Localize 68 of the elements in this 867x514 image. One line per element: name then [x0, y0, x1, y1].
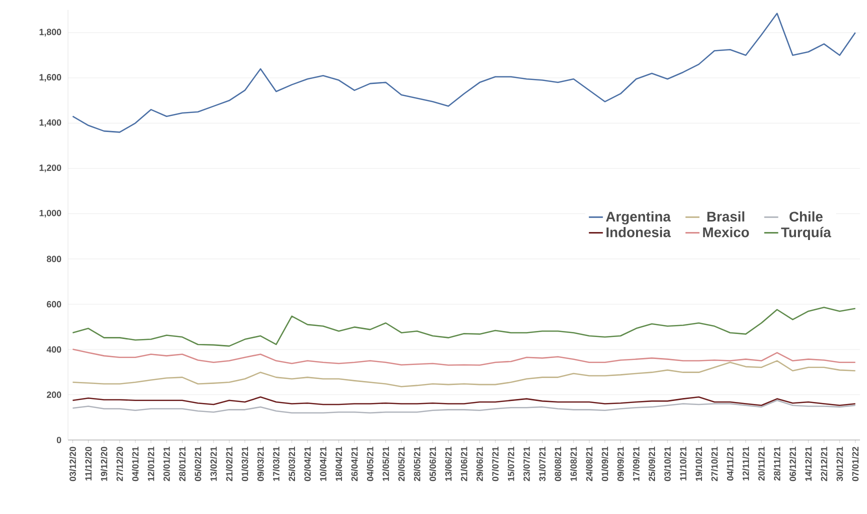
x-tick-label: 29/06/21	[476, 446, 483, 482]
legend-label: Chile	[790, 211, 823, 222]
y-tick-label: 0	[56, 436, 62, 444]
x-tick-label: 17/03/21	[272, 446, 280, 481]
x-tick-label: 04/01/21	[132, 446, 139, 482]
x-tick-label: 28/01/21	[178, 446, 186, 482]
x-tick-label: 01/09/21	[602, 446, 608, 482]
x-tick-label: 12/01/21	[148, 446, 154, 481]
x-tick-label: 31/07/21	[538, 446, 546, 482]
x-tick-label: 03/10/21	[664, 446, 671, 482]
x-tick-label: 05/06/21	[429, 446, 436, 482]
x-tick-label: 08/08/21	[554, 446, 562, 482]
x-tick-label: 28/11/21	[774, 446, 780, 481]
x-tick-label: 19/10/21	[695, 446, 702, 481]
x-tick-label: 13/02/21	[210, 446, 217, 481]
x-tick-label: 01/03/21	[242, 446, 248, 482]
x-tick-label: 25/09/21	[648, 446, 656, 482]
x-tick-label: 13/06/21	[445, 446, 452, 481]
x-tick-label: 09/03/21	[257, 446, 264, 482]
x-tick-label: 12/11/21	[742, 446, 750, 480]
x-tick-label: 20/01/21	[163, 446, 170, 482]
legend-label: Argentina	[606, 211, 671, 224]
x-tick-label: 20/05/21	[398, 446, 405, 482]
line-series	[72, 306, 856, 347]
x-tick-label: 28/05/21	[414, 446, 420, 482]
x-tick-label: 17/09/21	[632, 446, 640, 481]
x-tick-label: 14/12/21	[805, 446, 812, 481]
x-tick-label: 05/02/21	[194, 446, 202, 482]
legend-label: Turquía	[781, 226, 832, 240]
x-tick-label: 20/11/21	[758, 446, 765, 481]
y-tick-label: 600	[46, 301, 62, 308]
y-tick-label: 1,200	[40, 164, 62, 172]
y-tick-label: 200	[46, 392, 62, 398]
x-tick-label: 23/07/21	[523, 446, 530, 482]
x-tick-label: 18/04/21	[335, 446, 342, 481]
x-tick-label: 03/12/20	[69, 446, 76, 482]
y-tick-label: 800	[46, 256, 62, 262]
x-tick-label: 06/12/21	[789, 446, 796, 482]
y-tick-label: 1,000	[40, 210, 62, 218]
x-tick-label: 27/12/20	[116, 446, 123, 482]
legend-label: Mexico	[703, 226, 749, 238]
x-tick-label: 10/04/21	[320, 446, 326, 481]
x-tick-label: 16/08/21	[570, 446, 577, 481]
x-tick-label: 19/12/20	[100, 446, 108, 481]
legend-label: Indonesia	[606, 226, 671, 238]
legend-label: Brasil	[707, 211, 744, 222]
x-tick-label: 22/12/21	[820, 446, 828, 482]
x-tick-label: 02/04/21	[304, 446, 311, 482]
x-tick-label: 21/06/21	[460, 446, 468, 482]
x-tick-label: 11/12/20	[85, 446, 92, 480]
y-tick-label: 400	[46, 346, 62, 353]
y-tick-label: 1,800	[40, 28, 62, 36]
x-tick-label: 09/09/21	[617, 446, 624, 482]
x-tick-label: 24/08/21	[586, 446, 593, 482]
x-tick-label: 04/11/21	[726, 446, 734, 481]
x-tick-label: 27/10/21	[711, 446, 718, 482]
x-tick-label: 07/01/22	[852, 446, 859, 482]
x-tick-label: 25/03/21	[288, 446, 296, 482]
x-tick-label: 04/05/21	[366, 446, 374, 482]
x-tick-label: 26/04/21	[351, 446, 358, 482]
y-tick-label: 1,600	[40, 74, 62, 82]
x-tick-label: 11/10/21	[680, 446, 686, 480]
x-tick-label: 30/12/21	[836, 446, 843, 482]
x-tick-label: 12/05/21	[382, 446, 390, 481]
x-tick-label: 07/07/21	[492, 446, 499, 482]
y-tick-label: 1,400	[40, 119, 62, 127]
x-tick-label: 15/07/21	[508, 446, 514, 481]
x-tick-label: 21/02/21	[226, 446, 233, 482]
